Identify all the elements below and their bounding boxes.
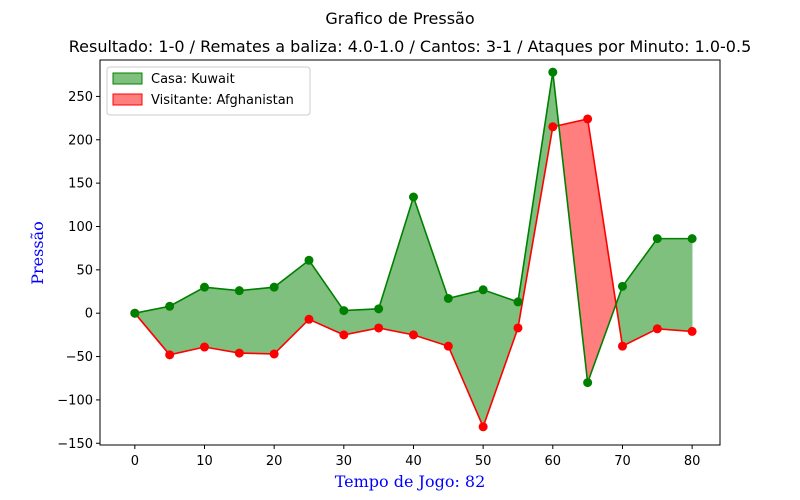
home-data-point bbox=[617, 281, 627, 291]
y-axis-ticks: −150 −100 −50 0 50 100 150 200 250 bbox=[57, 90, 100, 452]
away-data-point bbox=[443, 341, 453, 351]
home-fill-region bbox=[622, 237, 658, 347]
legend: Casa: Kuwait Visitante: Afghanistan bbox=[106, 66, 311, 116]
x-tick-label: 40 bbox=[405, 454, 422, 469]
home-data-point bbox=[548, 67, 558, 77]
away-data-point bbox=[234, 348, 244, 358]
home-data-point bbox=[443, 293, 453, 303]
plot-frame bbox=[99, 59, 721, 446]
home-data-point bbox=[269, 282, 279, 292]
y-tick-label: 0 bbox=[85, 307, 93, 322]
chart-title: Grafico de Pressão bbox=[325, 9, 474, 28]
chart-subtitle: Resultado: 1-0 / Remates a baliza: 4.0-1… bbox=[69, 37, 752, 56]
home-data-point bbox=[583, 378, 593, 388]
away-data-point bbox=[548, 122, 558, 132]
legend-swatch-away bbox=[112, 93, 143, 106]
legend-swatch-home bbox=[112, 72, 143, 85]
home-data-point bbox=[652, 234, 662, 244]
away-data-point bbox=[269, 349, 279, 359]
x-tick-label: 30 bbox=[336, 454, 353, 469]
legend-box bbox=[106, 66, 311, 116]
away-data-point bbox=[617, 341, 627, 351]
away-data-point bbox=[583, 114, 593, 124]
away-data-point bbox=[408, 330, 418, 340]
home-fill-region bbox=[656, 238, 693, 332]
home-fill-region bbox=[204, 286, 240, 354]
home-fill-region bbox=[378, 196, 414, 336]
x-axis-label: Tempo de Jogo: 82 bbox=[335, 472, 486, 491]
x-tick-label: 0 bbox=[131, 454, 139, 469]
y-tick-label: 150 bbox=[68, 177, 93, 192]
home-data-point bbox=[130, 308, 140, 318]
away-data-point bbox=[339, 330, 349, 340]
x-tick-label: 10 bbox=[196, 454, 213, 469]
away-data-point bbox=[165, 350, 175, 360]
away-data-point bbox=[304, 314, 314, 324]
away-data-point bbox=[374, 323, 384, 333]
away-data-point bbox=[652, 324, 662, 334]
x-tick-label: 20 bbox=[266, 454, 283, 469]
home-data-point bbox=[687, 234, 697, 244]
home-data-point bbox=[304, 255, 314, 265]
home-data-point bbox=[165, 301, 175, 311]
home-fill-region bbox=[239, 286, 275, 355]
home-data-point bbox=[339, 306, 349, 316]
home-data-point bbox=[408, 192, 418, 202]
y-tick-label: 100 bbox=[68, 220, 93, 235]
legend-label-home: Casa: Kuwait bbox=[151, 72, 235, 87]
series-points bbox=[130, 67, 697, 432]
home-data-point bbox=[478, 285, 488, 295]
x-tick-label: 70 bbox=[614, 454, 631, 469]
away-data-point bbox=[199, 342, 209, 352]
home-data-point bbox=[234, 286, 244, 296]
y-tick-label: 50 bbox=[76, 263, 93, 278]
x-tick-label: 60 bbox=[545, 454, 562, 469]
away-data-point bbox=[478, 422, 488, 432]
home-fill-region bbox=[308, 259, 345, 336]
y-tick-label: 200 bbox=[68, 133, 93, 148]
legend-label-away: Visitante: Afghanistan bbox=[151, 93, 294, 108]
y-tick-label: 250 bbox=[68, 90, 93, 105]
x-tick-label: 50 bbox=[475, 454, 492, 469]
home-data-point bbox=[199, 282, 209, 292]
y-tick-label: −50 bbox=[66, 350, 93, 365]
home-data-point bbox=[374, 304, 384, 314]
home-fill-region bbox=[482, 289, 519, 427]
home-data-point bbox=[513, 297, 523, 307]
away-data-point bbox=[687, 326, 697, 336]
x-tick-label: 80 bbox=[684, 454, 701, 469]
x-axis-ticks: 0 10 20 30 40 50 60 70 80 bbox=[131, 445, 701, 469]
home-fill-region bbox=[413, 196, 449, 347]
fill-areas bbox=[134, 72, 693, 427]
y-tick-label: −100 bbox=[57, 393, 93, 408]
away-data-point bbox=[513, 323, 523, 333]
y-axis-label: Pressão bbox=[28, 221, 47, 284]
y-tick-label: −150 bbox=[57, 437, 93, 452]
